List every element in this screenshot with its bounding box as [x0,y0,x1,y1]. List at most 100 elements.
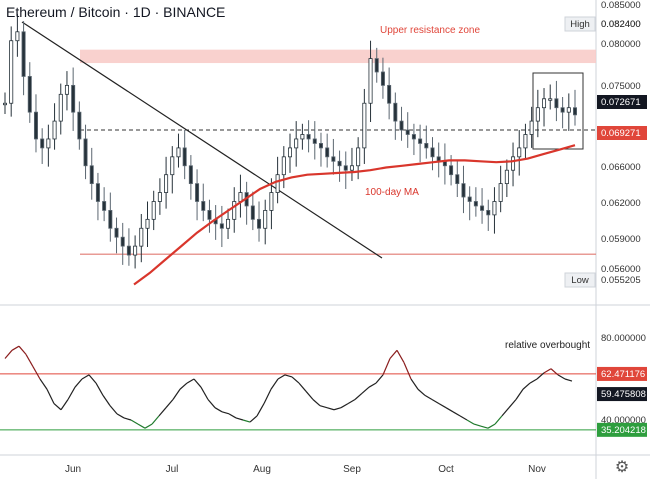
indicator-segment [102,395,111,406]
candle-body [430,147,435,158]
candle-body [542,98,547,109]
overbought-value: 62.471176 [601,369,645,380]
indicator-segment [480,425,489,429]
candle-body [374,58,379,73]
indicator-segment [487,423,496,429]
indicator-segment [186,378,195,384]
candle-body [188,165,193,185]
indicator-segment [277,374,286,380]
candle-body [486,210,491,216]
indicator-segment [319,405,328,409]
indicator-segment [256,403,265,417]
low-tag-box [564,272,596,288]
indicator-segment [270,378,279,390]
indicator-segment [424,394,433,401]
indicator-segment [67,386,76,400]
indicator-segment [32,366,41,380]
indicator-segment [74,378,83,388]
candle-body [331,156,336,162]
indicator-segment [410,378,419,390]
indicator-segment [522,382,531,390]
candle-body [554,98,559,109]
indicator-current-value: 59.475808 [601,389,646,400]
candle-body [133,245,138,256]
candle-body [529,120,534,135]
candle-body [269,192,274,211]
candle-body [318,143,323,149]
indicator-segment [249,415,258,423]
indicator-segment [263,388,272,404]
candle-body [349,165,354,171]
candle-body [151,201,156,220]
indicator-segment [11,345,20,351]
candle-body [517,147,522,158]
candle-body [89,165,94,185]
indicator-segment [305,390,314,400]
candle-body [95,183,100,202]
time-tick-label: Oct [438,464,454,475]
resistance-zone-label: Upper resistance zone [380,25,480,36]
oversold-tag [597,422,647,437]
indicator-segment [354,392,363,400]
high-value: 0.082400 [601,19,641,30]
indicator-segment [452,411,461,417]
candle-body [411,134,416,140]
indicator-segment [60,399,69,411]
high-label: High [570,19,590,30]
candle-body [126,245,131,256]
candle-body [21,31,26,77]
candle-body [3,102,8,106]
indicator-segment [109,405,118,415]
indicator-segment [221,411,230,415]
candle-body [27,76,32,113]
candle-body [548,98,553,101]
candle-body [300,134,305,140]
time-tick-label: Aug [253,464,271,475]
candle-body [325,147,330,158]
candle-body [312,138,317,144]
candle-body [257,218,262,229]
candle-body [176,147,181,158]
indicator-segment [242,419,251,423]
indicator-segment [431,398,440,405]
candle-body [455,174,460,185]
indicator-segment [417,388,426,396]
indicator-segment [333,407,342,411]
price-tick-label: 0.082400 [601,19,641,30]
indicator-segment [4,349,13,359]
indicator-current-tag [597,387,647,402]
indicator-segment [298,382,307,392]
indicator-segment [494,415,503,425]
ma-label: 100-day MA [365,187,419,198]
candle-body [504,169,509,185]
candle-body [424,143,429,149]
candle-body [461,183,466,198]
candle-body [46,138,51,149]
candle-body [9,40,14,104]
indicator-segment [151,415,160,425]
candle-body [71,84,76,113]
candle-body [219,223,224,229]
candle-body [337,160,342,167]
indicator-segment [515,388,524,400]
time-tick-label: Jul [166,464,179,475]
candle-body [467,196,472,202]
indicator-segment [172,388,181,400]
candle-body [250,205,255,220]
indicator-segment [508,399,517,409]
candle-body [238,192,243,202]
candle-body [393,102,398,122]
indicator-tick-label: 40.000000 [601,415,646,426]
indicator-segment [228,413,237,419]
candle-body [170,156,175,176]
indicator-segment [193,378,202,388]
candle-body [83,138,88,167]
candle-body [201,201,206,211]
candle-body [157,192,162,202]
indicator-segment [375,374,384,384]
gear-icon[interactable]: ⚙ [614,459,630,476]
indicator-segment [18,345,27,355]
indicator-segment [165,399,174,409]
indicator-segment [158,407,167,417]
